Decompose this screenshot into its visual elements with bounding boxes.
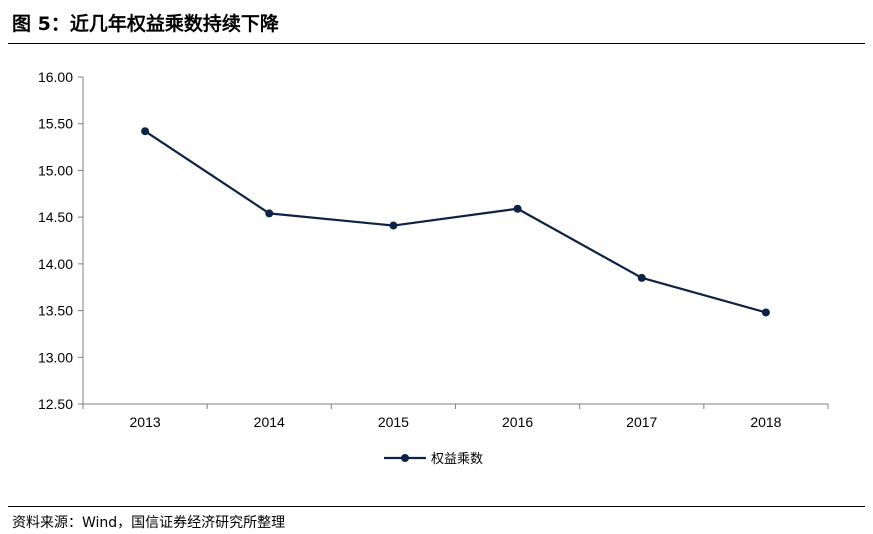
source-divider <box>8 506 865 507</box>
line-chart: 12.50 13.00 13.50 14.00 14.50 15.00 15.50 16.00… <box>38 69 829 467</box>
x-tick-label: 2015 <box>378 414 409 430</box>
y-axis: 12.50 13.00 13.50 14.00 14.50 15.00 15.50 16.00 <box>38 69 84 412</box>
data-point <box>141 127 150 136</box>
y-tick-label: 12.50 <box>38 396 73 412</box>
data-point <box>265 209 274 218</box>
data-point <box>637 273 646 282</box>
data-point <box>761 308 770 317</box>
x-tick-label: 2017 <box>626 414 657 430</box>
legend-marker <box>401 454 409 462</box>
source-note: 资料来源：Wind，国信证券经济研究所整理 <box>12 515 286 531</box>
title-divider <box>8 43 865 44</box>
y-tick-label: 13.00 <box>38 349 73 365</box>
series-line <box>144 130 767 314</box>
y-tick-label: 13.50 <box>38 303 73 319</box>
x-tick-label: 2018 <box>750 414 781 430</box>
y-tick-label: 16.00 <box>38 69 73 85</box>
y-tick-label: 14.00 <box>38 256 73 272</box>
data-point <box>389 221 398 230</box>
x-axis: 2013 2014 2015 2016 2017 2018 <box>82 403 829 430</box>
legend-label: 权益乘数 <box>431 451 483 467</box>
x-tick-label: 2014 <box>254 414 285 430</box>
data-point <box>513 204 522 213</box>
figure-title: 图 5：近几年权益乘数持续下降 <box>12 13 279 35</box>
legend: 权益乘数 <box>384 451 483 467</box>
series-layer <box>141 127 770 317</box>
x-tick-label: 2013 <box>130 414 161 430</box>
x-tick-label: 2016 <box>502 414 533 430</box>
y-tick-label: 14.50 <box>38 209 73 225</box>
y-tick-label: 15.50 <box>38 116 73 132</box>
y-tick-label: 15.00 <box>38 162 73 178</box>
